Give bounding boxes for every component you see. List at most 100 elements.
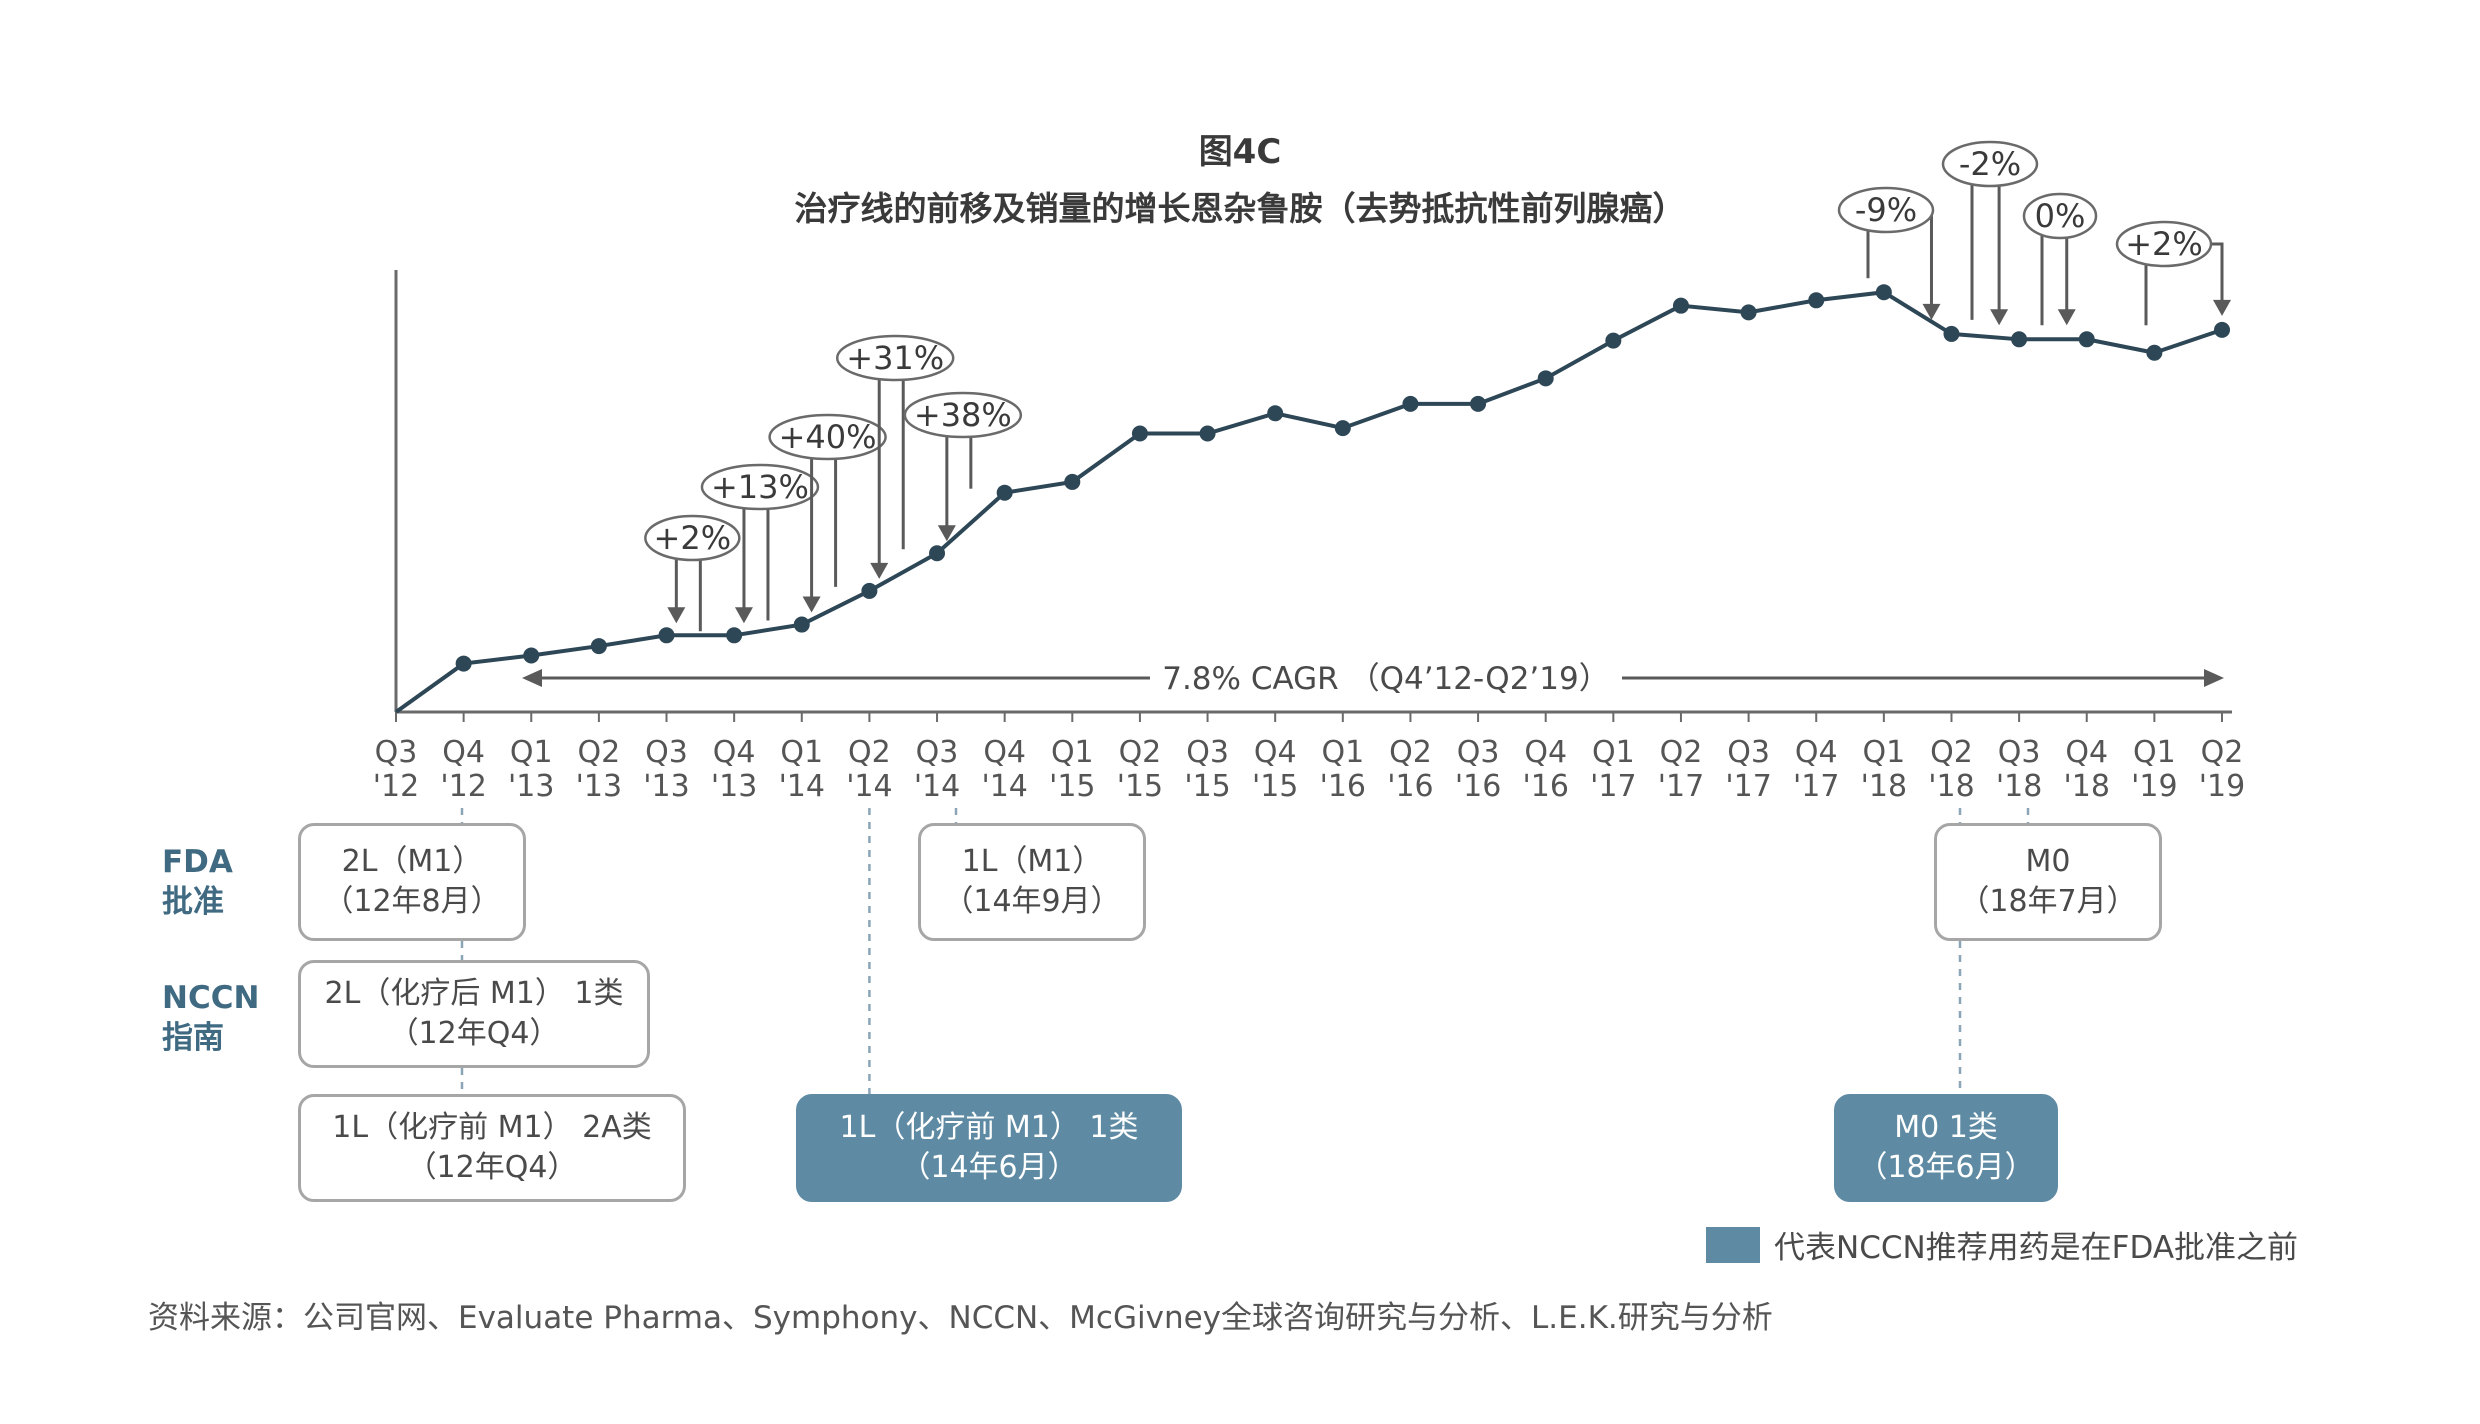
box-line: 1L（化疗前 M1） 1类 (839, 1110, 1139, 1145)
fda-2l-box: 2L（M1） （12年8月） (298, 823, 526, 941)
data-point (1808, 292, 1825, 309)
fda-m0-box: M0 （18年7月） (1934, 823, 2162, 941)
box-line: 2L（化疗后 M1） 1类 (324, 976, 624, 1011)
box-line: （12年Q4） (388, 1016, 560, 1051)
nccn-2l-box: 2L（化疗后 M1） 1类 （12年Q4） (298, 960, 650, 1068)
nccn-1l-1-box: 1L（化疗前 M1） 1类 （14年6月） (796, 1094, 1182, 1202)
annotation-8-label: +2% (2125, 225, 2203, 263)
x-tick-label-quarter: Q1 (780, 735, 823, 770)
x-tick-label-year: '17 (1658, 769, 1704, 804)
x-tick-label-year: '15 (1049, 769, 1095, 804)
x-tick-label-quarter: Q2 (1660, 735, 1703, 770)
data-point (2011, 331, 2028, 348)
annotation-0-label: +2% (654, 519, 732, 557)
nccn-m0-box: M0 1类 （18年6月） (1834, 1094, 2058, 1202)
x-tick-label-year: '15 (1184, 769, 1230, 804)
data-point (1740, 304, 1757, 321)
data-point (590, 638, 607, 655)
data-point (929, 545, 946, 562)
data-point (726, 627, 743, 644)
nccn-label-line2: 指南 (162, 1020, 224, 1056)
x-tick-label-quarter: Q3 (1998, 735, 2041, 770)
legend: 代表NCCN推荐用药是在FDA批准之前 (1706, 1222, 2298, 1267)
data-point (1334, 420, 1351, 437)
x-tick-label-quarter: Q4 (1524, 735, 1567, 770)
x-tick-label-quarter: Q4 (983, 735, 1026, 770)
annotation-3-label: +31% (846, 339, 944, 377)
x-tick-label-quarter: Q1 (1321, 735, 1364, 770)
x-tick-label-quarter: Q1 (1863, 735, 1906, 770)
annotation-2-bubble (768, 413, 887, 461)
x-tick-label-year: '14 (846, 769, 892, 804)
x-tick-label-year: '16 (1320, 769, 1366, 804)
x-tick-label-quarter: Q3 (645, 735, 688, 770)
box-line: M0 1类 (1894, 1110, 1998, 1145)
annotation-3-bubble (835, 334, 955, 382)
x-tick-label-quarter: Q2 (1389, 735, 1432, 770)
box-line: （12年Q4） (406, 1150, 578, 1185)
x-tick-label-year: '19 (2199, 769, 2245, 804)
data-point (1875, 284, 1892, 301)
x-tick-label-year: '12 (373, 769, 419, 804)
annotation-6-label: -2% (1959, 145, 2021, 183)
x-tick-label-quarter: Q4 (713, 735, 756, 770)
figure-number: 图4C (1198, 132, 1282, 172)
x-tick-label-year: '19 (2131, 769, 2177, 804)
cagr-arrowhead-left (522, 669, 542, 687)
data-point (996, 484, 1013, 501)
x-tick-label-quarter: Q4 (1254, 735, 1297, 770)
annotation-4-bubble (903, 391, 1023, 439)
box-line: （12年8月） (323, 884, 501, 919)
x-tick-label-quarter: Q3 (1727, 735, 1770, 770)
x-tick-label-year: '13 (711, 769, 757, 804)
data-point (1199, 425, 1216, 442)
chart-title: 治疗线的前移及销量的增长恩杂鲁胺（去势抵抗性前列腺癌） (794, 189, 1686, 228)
data-point (1537, 370, 1554, 387)
annotation-6-arrow-head (1990, 309, 2009, 326)
data-point (1402, 395, 1419, 412)
data-point (861, 582, 878, 599)
annotation-7-bubble (2022, 192, 2098, 240)
data-point (2146, 344, 2163, 361)
box-line: 1L（M1） (961, 844, 1103, 879)
data-point (1064, 473, 1081, 490)
x-tick-label-quarter: Q4 (1795, 735, 1838, 770)
x-tick-label-year: '15 (1252, 769, 1298, 804)
x-tick-label-quarter: Q1 (1592, 735, 1635, 770)
box-line: 2L（M1） (341, 844, 483, 879)
x-tick-label-year: '17 (1793, 769, 1839, 804)
annotation-3-arrow-left-head (870, 562, 889, 579)
annotation-2-arrow-left-head (802, 596, 821, 613)
x-tick-label-quarter: Q2 (578, 735, 621, 770)
x-tick-label-quarter: Q3 (1186, 735, 1229, 770)
annotation-6-bubble (1941, 140, 2039, 188)
x-tick-label-quarter: Q2 (2201, 735, 2244, 770)
x-tick-label-quarter: Q1 (2133, 735, 2176, 770)
data-point (793, 616, 810, 633)
x-tick-label-year: '17 (1725, 769, 1771, 804)
x-tick-label-year: '18 (1861, 769, 1907, 804)
x-tick-label-year: '18 (1928, 769, 1974, 804)
annotation-5-bubble (1837, 186, 1935, 234)
fda-label-line2: 批准 (162, 884, 224, 920)
x-tick-label-quarter: Q2 (848, 735, 891, 770)
annotation-5-label: -9% (1855, 191, 1917, 229)
x-tick-label-year: '13 (576, 769, 622, 804)
x-tick-label-quarter: Q4 (442, 735, 485, 770)
x-tick-label-year: '16 (1455, 769, 1501, 804)
annotation-1-bubble (700, 463, 820, 511)
data-point (1470, 395, 1487, 412)
box-line: （18年6月） (1857, 1150, 2035, 1185)
x-tick-label-quarter: Q1 (510, 735, 553, 770)
fda-label-line1: FDA (162, 844, 233, 880)
data-point (1672, 297, 1689, 314)
cagr-arrowhead-right (2204, 669, 2224, 687)
annotation-1-label: +13% (711, 468, 809, 506)
data-point (1131, 425, 1148, 442)
annotation-4-arrow-left-head (937, 525, 956, 542)
data-point (1267, 405, 1284, 422)
annotation-4-label: +38% (914, 396, 1012, 434)
annotation-0-arrow-left-head (667, 607, 686, 624)
annotation-7-label: 0% (2035, 197, 2086, 235)
